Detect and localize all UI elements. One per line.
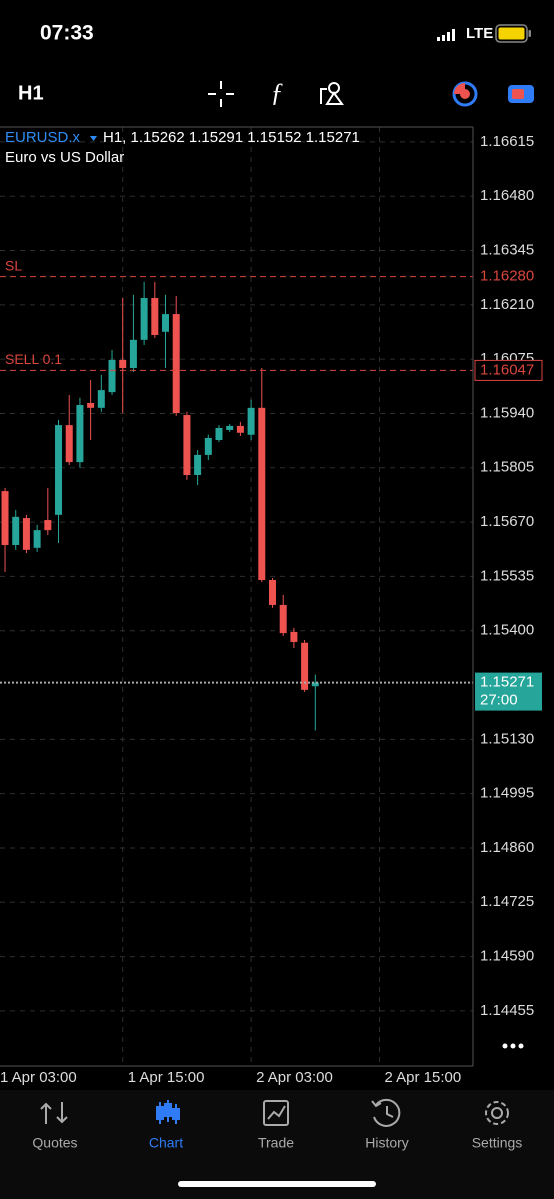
- candle-body: [269, 580, 277, 605]
- price-label: 1.16280: [480, 268, 534, 285]
- candle-body: [301, 642, 309, 690]
- candle-body: [247, 407, 255, 435]
- history-icon: [371, 1098, 401, 1127]
- one-click-button[interactable]: [452, 81, 478, 107]
- level-name: SL: [5, 257, 22, 273]
- y-tick-label: 1.14455: [480, 1002, 534, 1019]
- trade-button[interactable]: [508, 85, 534, 103]
- candle-body: [162, 314, 170, 332]
- y-tick-label: 1.15130: [480, 730, 534, 747]
- candle-body: [1, 491, 9, 546]
- nav: Quotes Chart Trade History Settings: [32, 1135, 522, 1151]
- battery: [495, 24, 531, 43]
- nav-label[interactable]: Chart: [149, 1135, 183, 1151]
- candle-body: [87, 402, 95, 408]
- candle-body: [97, 390, 105, 408]
- candle-body: [215, 427, 223, 440]
- candle-body: [119, 359, 127, 368]
- candle-body: [172, 314, 180, 414]
- quotes-icon: [40, 1102, 68, 1124]
- chart: 1.166151.164801.163451.162101.160751.159…: [0, 127, 543, 1086]
- candle-body: [33, 530, 41, 548]
- y-tick-label: 1.15940: [480, 404, 534, 421]
- y-tick-label: 1.14590: [480, 948, 534, 965]
- network: LTE: [466, 25, 493, 42]
- candle-body: [76, 404, 84, 463]
- nav-bar: [0, 1090, 554, 1199]
- y-tick-label: 1.16210: [480, 296, 534, 313]
- candle-body: [311, 682, 319, 687]
- y-tick-label: 1.15670: [480, 513, 534, 530]
- candle-body: [129, 339, 137, 368]
- symbol[interactable]: EURUSD.x: [5, 129, 81, 146]
- x-tick-label: 1 Apr 15:00: [128, 1069, 205, 1086]
- y-tick-label: 1.15400: [480, 622, 534, 639]
- x-tick-label: 2 Apr 03:00: [256, 1069, 333, 1086]
- trade-icon: [263, 1100, 289, 1126]
- y-tick-label: 1.16615: [480, 133, 534, 150]
- nav-label[interactable]: Settings: [472, 1135, 523, 1151]
- y-tick-label: 1.15535: [480, 567, 534, 584]
- nav-label[interactable]: History: [365, 1135, 409, 1151]
- candle-body: [151, 297, 159, 335]
- candle-body: [226, 425, 234, 430]
- more-button[interactable]: [502, 1043, 524, 1049]
- candle-body: [194, 454, 202, 476]
- candle-body: [65, 425, 73, 463]
- y-tick-label: 1.15805: [480, 459, 534, 476]
- timer-label: 27:00: [480, 692, 518, 709]
- ohlc-info: H1, 1.15262 1.15291 1.15152 1.15271: [103, 129, 360, 146]
- y-tick-label: 1.16480: [480, 187, 534, 204]
- candle-body: [290, 631, 298, 642]
- price-box: [474, 359, 543, 381]
- candle-body: [279, 604, 287, 634]
- signal: [437, 29, 455, 41]
- objects-button[interactable]: [320, 82, 344, 105]
- candle-body: [55, 425, 63, 515]
- candle-body: [12, 516, 20, 546]
- nav-label[interactable]: Quotes: [32, 1135, 77, 1151]
- x-tick-label: 2 Apr 15:00: [384, 1069, 461, 1086]
- symbol-dropdown[interactable]: [90, 136, 97, 141]
- crosshair-button[interactable]: [208, 81, 234, 107]
- y-tick-label: 1.14725: [480, 893, 534, 910]
- settings-icon: [485, 1101, 509, 1125]
- candle-body: [204, 437, 212, 455]
- level-name: SELL 0.1: [5, 351, 62, 367]
- candle-body: [183, 415, 191, 476]
- candle-body: [140, 297, 148, 340]
- x-tick-label: 1 Apr 03:00: [0, 1069, 77, 1086]
- candle-body: [258, 407, 266, 581]
- price-label: 1.15271: [480, 674, 534, 691]
- timeframe-button[interactable]: H1: [18, 82, 44, 104]
- candle-body: [44, 520, 52, 531]
- chart-icon: [156, 1100, 180, 1124]
- indicators-button[interactable]: ƒ: [271, 78, 284, 107]
- y-tick-label: 1.16345: [480, 241, 534, 258]
- y-tick-label: 1.14995: [480, 785, 534, 802]
- subtitle: Euro vs US Dollar: [5, 149, 124, 166]
- candle-body: [236, 425, 244, 433]
- candle-body: [22, 518, 30, 550]
- status-time: 07:33: [40, 22, 94, 45]
- y-tick-label: 1.14860: [480, 839, 534, 856]
- price-label: 1.16047: [480, 361, 534, 378]
- candle-body: [108, 359, 116, 393]
- home-indicator: [178, 1181, 376, 1187]
- price-box: [475, 672, 542, 711]
- nav-label[interactable]: Trade: [258, 1135, 294, 1151]
